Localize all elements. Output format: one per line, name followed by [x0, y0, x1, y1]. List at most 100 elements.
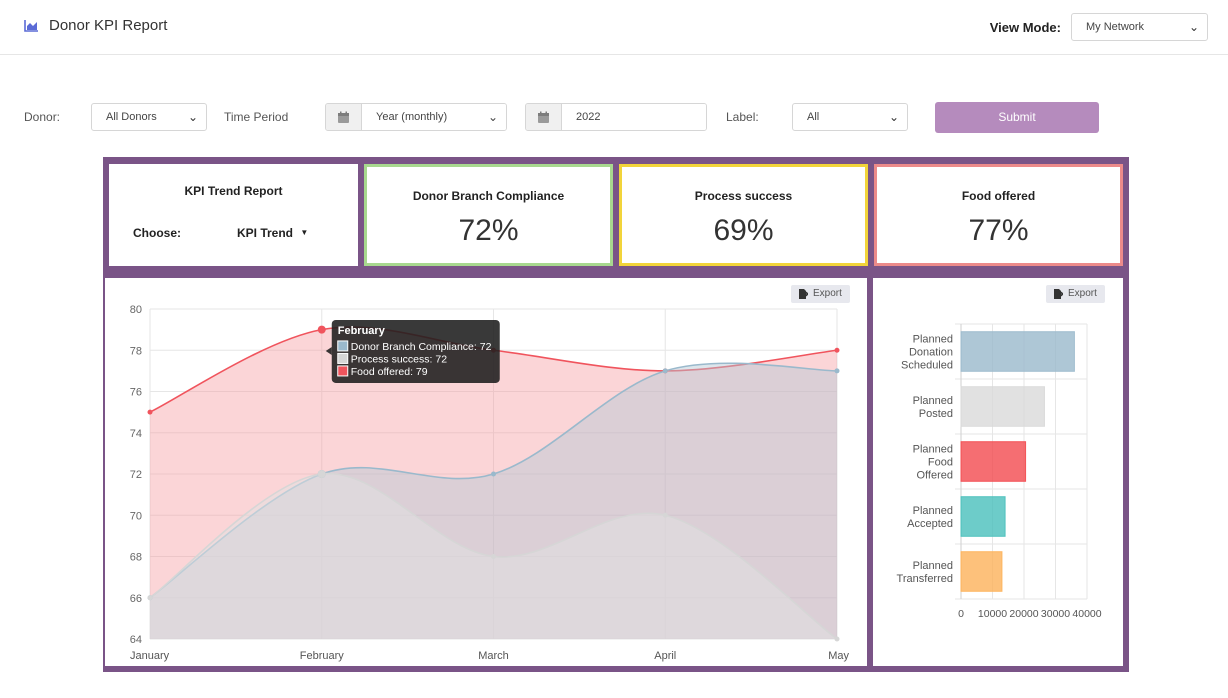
tooltip-swatch	[337, 352, 349, 364]
kpi-card-process: Process success 69%	[619, 164, 868, 266]
kpi-card-food: Food offered 77%	[874, 164, 1123, 266]
x-tick-label: 10000	[978, 608, 1007, 620]
filter-bar: Donor: All Donors ⌄ Time Period Year (mo…	[0, 102, 1228, 134]
calendar-icon	[526, 104, 562, 130]
series-area	[150, 473, 837, 639]
kpi-trend-card: KPI Trend Report Choose: KPI Trend ▼	[109, 164, 358, 266]
kpi-value: 72%	[458, 214, 519, 247]
chevron-down-icon: ⌄	[187, 110, 198, 124]
data-point	[317, 470, 326, 478]
data-point	[834, 347, 840, 353]
chevron-down-icon: ⌄	[487, 110, 498, 124]
kpi-value: 69%	[713, 214, 774, 247]
kpi-trend-dropdown[interactable]: KPI Trend ▼	[237, 226, 308, 240]
kpi-value: 77%	[968, 214, 1029, 247]
view-mode-select[interactable]: My Network ⌄	[1071, 13, 1208, 41]
data-point	[662, 512, 668, 518]
time-period-text: Year (monthly)	[376, 111, 448, 123]
x-tick-label: January	[130, 650, 170, 662]
chevron-down-icon: ⌄	[1188, 20, 1199, 34]
tooltip-swatch	[337, 365, 349, 377]
area-chart-icon	[24, 20, 38, 32]
data-point	[491, 554, 496, 559]
label-label: Label:	[726, 110, 759, 124]
y-tick-label: 76	[130, 387, 142, 399]
y-tick-label: 64	[130, 634, 142, 646]
donor-select[interactable]: All Donors ⌄	[91, 103, 207, 131]
x-tick-label: 20000	[1009, 608, 1038, 620]
view-mode-value: My Network	[1086, 21, 1145, 33]
export-icon	[799, 289, 808, 299]
y-tick-label: Planned	[913, 334, 953, 346]
view-mode-label: View Mode:	[989, 19, 1061, 35]
chart-tooltip: February Donor Branch Compliance: 72Proce…	[325, 319, 500, 383]
tooltip-arrow	[325, 346, 332, 355]
tooltip-line: Food offered: 79	[351, 366, 428, 378]
y-tick-label: Posted	[919, 408, 953, 420]
label-value: All	[807, 111, 820, 123]
y-tick-label: Transferred	[897, 573, 953, 585]
dashboard-frame: KPI Trend Report Choose: KPI Trend ▼ Don…	[103, 157, 1129, 672]
tooltip-swatch	[337, 340, 349, 352]
data-point	[147, 409, 153, 415]
bar	[960, 551, 1003, 592]
trend-area-chart: 64 66 68 70 72 74 76 78 80 January February March Ap…	[130, 304, 850, 662]
y-tick-label: Planned	[913, 444, 953, 456]
year-value: 2022	[562, 104, 706, 130]
time-period-select[interactable]: Year (monthly) ⌄	[325, 103, 507, 131]
planned-bar-chart: 0 10000 20000 30000 40000PlannedDonationSche…	[897, 323, 1102, 620]
export-button[interactable]: Export	[791, 285, 850, 303]
data-point	[834, 636, 840, 642]
tooltip-line: Donor Branch Compliance: 72	[351, 341, 492, 353]
data-point	[491, 471, 496, 477]
x-tick-label: May	[828, 650, 849, 662]
choose-label: Choose:	[133, 226, 181, 240]
view-mode: View Mode: My Network ⌄	[990, 13, 1208, 41]
y-tick-label: Planned	[913, 505, 953, 517]
x-tick-label: April	[654, 650, 676, 662]
export-label: Export	[1068, 288, 1097, 299]
trend-chart-card: Export 64 66 68 70 72 74 76 78 80 January February…	[105, 278, 867, 666]
y-tick-label: Accepted	[907, 518, 953, 530]
y-tick-label: 70	[130, 510, 142, 522]
y-tick-label: 66	[130, 593, 142, 605]
donor-label: Donor:	[24, 110, 61, 124]
y-tick-label: Food	[928, 457, 953, 469]
x-tick-label: 40000	[1072, 608, 1101, 620]
x-tick-label: February	[300, 650, 345, 662]
y-tick-label: Planned	[913, 560, 953, 572]
bar	[960, 386, 1045, 427]
planned-bar-chart-card: Export 0 10000 20000 30000 40000 Planned Donat…	[873, 278, 1123, 666]
donor-value: All Donors	[106, 111, 157, 123]
kpi-title: Process success	[694, 189, 793, 203]
calendar-icon	[326, 104, 362, 130]
y-tick-label: 80	[130, 304, 142, 316]
x-tick-label: 30000	[1041, 608, 1070, 620]
bar	[960, 441, 1027, 482]
time-period-value: Year (monthly) ⌄	[362, 104, 506, 130]
y-tick-label: 78	[130, 345, 142, 357]
y-tick-label: Donation	[909, 347, 953, 359]
year-input[interactable]: 2022	[525, 103, 707, 131]
data-point	[834, 368, 840, 374]
y-tick-label: Scheduled	[901, 360, 953, 372]
bar	[960, 496, 1006, 537]
tooltip-title: February	[338, 325, 386, 337]
tooltip-line: Process success: 72	[351, 353, 447, 365]
x-tick-label: 0	[958, 608, 964, 620]
tooltip-background	[331, 319, 500, 383]
y-tick-label: Offered	[917, 470, 954, 482]
y-tick-label: 72	[130, 469, 142, 481]
brand: Donor KPI Report	[24, 17, 167, 34]
chevron-down-icon: ⌄	[888, 110, 899, 124]
label-select[interactable]: All ⌄	[792, 103, 908, 131]
page-title: Donor KPI Report	[49, 17, 168, 34]
y-tick-label: 74	[130, 428, 142, 440]
export-label: Export	[813, 288, 842, 299]
top-bar: Donor KPI Report View Mode: My Network ⌄	[0, 0, 1228, 55]
export-button[interactable]: Export	[1046, 285, 1105, 303]
data-point	[317, 325, 326, 334]
submit-button[interactable]: Submit	[935, 102, 1099, 133]
export-icon	[1054, 289, 1063, 299]
y-tick-label: Planned	[913, 395, 953, 407]
